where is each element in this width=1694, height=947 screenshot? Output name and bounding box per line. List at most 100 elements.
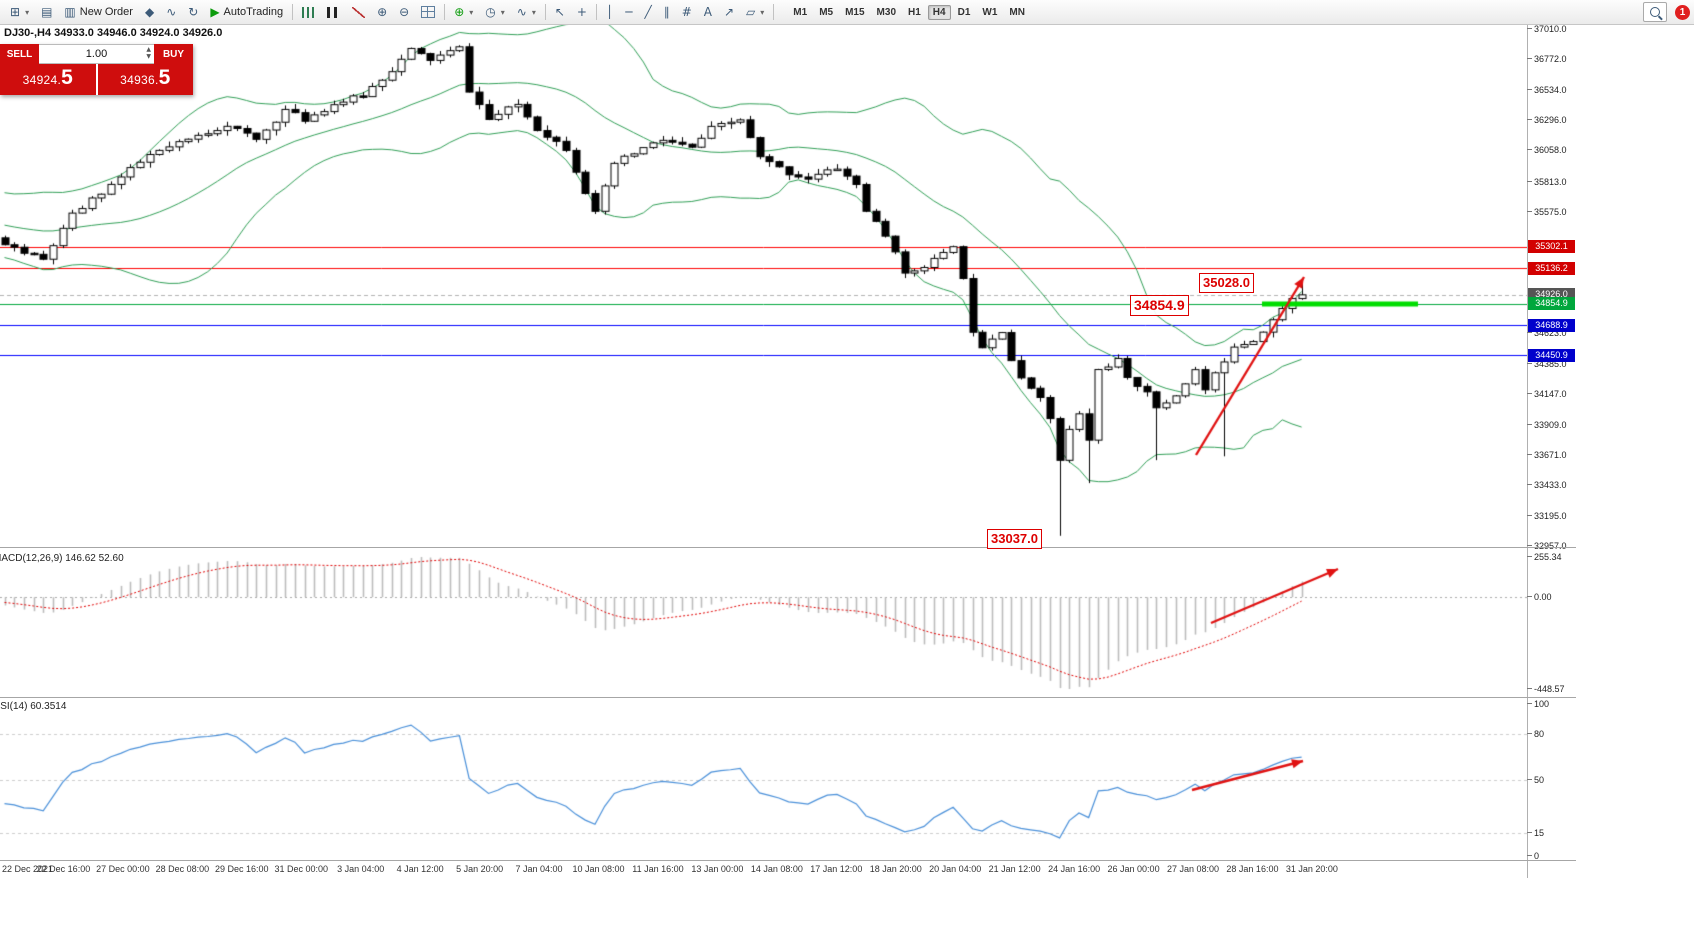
time-axis-separator [0,860,1576,861]
new-order-label: New Order [79,6,133,18]
price-annotation: 34854.9 [1130,295,1189,316]
chevron-down-icon: ▾ [25,7,30,17]
axis-scale-label: 34623.0 [1527,328,1567,339]
time-axis-label: 28 Dec 08:00 [155,864,210,874]
volume-input[interactable]: 1.00 ▲ ▼ [39,44,154,64]
vertical-line-tool-button[interactable]: │ [600,1,619,23]
horizontal-line-tool-button[interactable]: ─ [619,1,638,23]
expert-advisors-button[interactable]: ◆ [139,1,160,23]
clock-icon: ◷ [485,5,496,19]
new-chart-icon: ⊞ [10,5,21,19]
sell-price-button[interactable]: 34924. 5 [0,64,96,95]
time-axis-label: 26 Jan 00:00 [1107,864,1160,874]
text-tool-icon: A [703,5,712,19]
period-selector-button[interactable]: ◷ ▾ [479,1,511,23]
timeframe-w1[interactable]: W1 [982,6,998,18]
volume-stepper[interactable]: ▲ ▼ [146,47,151,60]
new-chart-button[interactable]: ⊞ ▾ [4,1,35,23]
axis-scale-label: 33195.0 [1527,510,1567,521]
timeframe-m5[interactable]: M5 [819,6,834,18]
channel-tool-button[interactable]: ∥ [658,1,676,23]
timeframe-m15[interactable]: M15 [845,6,865,18]
arrows-tool-button[interactable]: ↗ [718,1,740,23]
shapes-icon: ▱ [746,5,756,19]
play-icon: ▶ [210,5,220,19]
fibonacci-icon: # [681,5,692,19]
bar-chart-mode-button[interactable] [296,1,321,23]
notification-badge[interactable]: 1 [1675,4,1690,20]
search-icon [1650,7,1660,17]
axis-scale-label: 36058.0 [1527,145,1567,156]
timeframe-h4[interactable]: H4 [927,4,951,20]
zoom-out-button[interactable]: ⊖ [393,1,415,23]
template-chart-icon: ∿ [516,5,527,19]
trendline-tool-button[interactable]: ╱ [638,1,657,23]
stepper-down-icon[interactable]: ▼ [146,53,151,60]
autotrading-button[interactable]: ▶ AutoTrading [204,1,289,23]
timeframe-h1[interactable]: H1 [908,6,921,18]
axis-scale-label: 36296.0 [1527,115,1567,126]
buy-button[interactable]: BUY [154,44,193,64]
axis-scale-label: 35575.0 [1527,207,1567,218]
sell-price-big-digit: 5 [61,66,73,89]
buy-price: 34936. [120,73,159,87]
axis-scale-label: 32957.0 [1527,541,1567,551]
chevron-down-icon: ▾ [469,7,474,17]
fibonacci-tool-button[interactable]: # [676,1,698,23]
timeframe-d1[interactable]: D1 [957,6,971,18]
line-chart-icon [352,6,366,18]
candlestick-mode-button[interactable] [321,1,346,23]
chevron-down-icon: ▾ [760,7,765,17]
buy-price-button[interactable]: 34936. 5 [97,64,193,95]
one-click-trading-panel: SELL 1.00 ▲ ▼ BUY 34924. 5 34936. 5 [0,44,193,95]
panel-separator-rsi[interactable] [0,697,1576,698]
rsi-indicator-canvas[interactable] [0,698,1527,860]
time-axis-label: 17 Jan 12:00 [810,864,863,874]
sell-button[interactable]: SELL [0,44,39,64]
toolbar-separator [595,4,597,20]
toolbar-separator [773,4,775,20]
templates-button[interactable]: ∿ ▾ [511,1,542,23]
tile-windows-button[interactable] [415,1,441,23]
timeframe-m1[interactable]: M1 [793,6,808,18]
price-chart-canvas[interactable] [0,24,1527,547]
time-axis-label: 22 Dec 2021 [2,864,54,874]
volume-value: 1.00 [85,48,108,60]
vertical-line-icon: │ [605,5,614,19]
time-axis-label: 3 Jan 04:00 [337,864,385,874]
chart-window: DJ30-,H4 34933.0 34946.0 34924.0 34926.0… [0,24,1694,947]
charts-button[interactable]: ∿ [160,1,182,23]
axis-scale-label: 36534.0 [1527,84,1567,95]
arrow-tool-icon: ↗ [723,5,735,19]
new-order-button[interactable]: ▥ New Order [58,1,139,23]
price-tag: 34854.9 [1528,297,1575,311]
chevron-down-icon: ▾ [500,7,505,17]
time-axis-label: 18 Jan 20:00 [869,864,922,874]
axis-scale-label: 33671.0 [1527,449,1567,460]
add-indicator-button[interactable]: ⊕ ▾ [448,1,479,23]
text-tool-button[interactable]: A [698,1,718,23]
search-button[interactable] [1643,2,1667,22]
refresh-button[interactable]: ↻ [182,1,204,23]
timeframe-mn[interactable]: MN [1009,6,1025,18]
toolbar: ⊞ ▾ ▤ ▥ New Order ◆ ∿ ↻ ▶ AutoTrading ⊕ … [0,0,1694,25]
time-axis-label: 27 Dec 00:00 [96,864,150,874]
macd-indicator-canvas[interactable] [0,547,1527,697]
stepper-up-icon[interactable]: ▲ [146,46,151,53]
axis-scale-label: 80 [1526,729,1545,740]
cursor-button[interactable]: ↖ [549,1,571,23]
candlestick-icon [327,6,341,18]
crosshair-button[interactable]: + [571,1,593,23]
price-tag: 35302.1 [1528,240,1575,254]
axis-scale-label: -448.57 [1527,684,1565,694]
profiles-button[interactable]: ▤ [35,1,58,23]
plus-circle-icon: ⊕ [454,5,465,19]
price-annotation: 33037.0 [987,529,1042,549]
horizontal-line-icon: ─ [625,5,633,19]
line-chart-mode-button[interactable] [346,1,371,23]
timeframe-m30[interactable]: M30 [876,6,896,18]
shapes-tool-button[interactable]: ▱ ▾ [740,1,770,23]
zoom-in-button[interactable]: ⊕ [371,1,393,23]
time-axis-label: 14 Jan 08:00 [750,864,803,874]
panel-separator-macd[interactable] [0,547,1576,548]
